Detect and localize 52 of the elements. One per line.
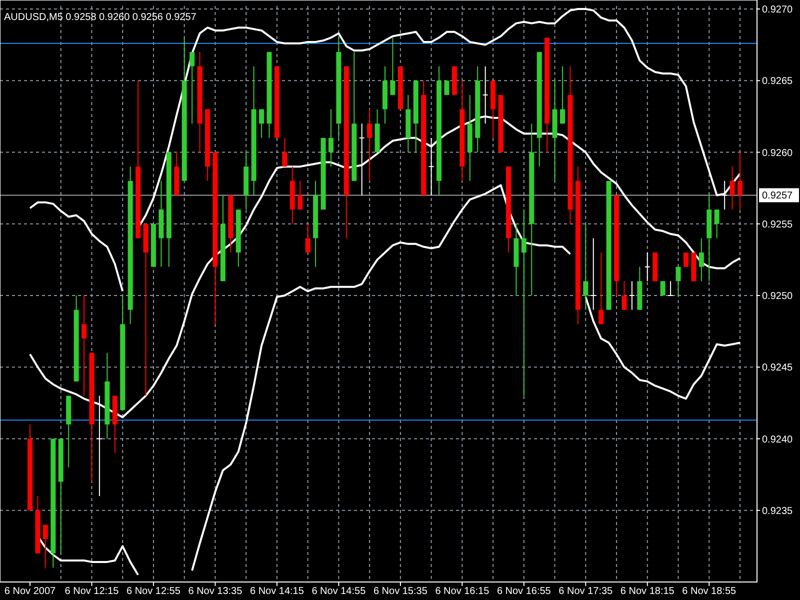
- x-tick-label: 6 Nov 18:15: [620, 586, 675, 597]
- x-tick-label: 6 Nov 16:15: [435, 586, 490, 597]
- candlestick: [668, 280, 674, 296]
- x-tick-label: 6 Nov 17:35: [558, 586, 614, 597]
- x-tick-label: 6 Nov 18:55: [682, 586, 737, 597]
- y-tick-label: 0.9245: [762, 362, 794, 374]
- candlestick: [714, 209, 720, 239]
- candlestick: [676, 266, 681, 296]
- candlestick: [622, 280, 627, 310]
- candlestick: [82, 295, 87, 396]
- candlestick: [444, 80, 450, 96]
- candlestick: [560, 66, 565, 124]
- y-tick-label: 0.9270: [762, 4, 794, 16]
- candlestick: [390, 37, 396, 96]
- candlestick: [259, 108, 264, 138]
- candlestick: [683, 252, 688, 268]
- candlestick: [521, 209, 526, 396]
- candlestick: [590, 238, 596, 310]
- candlestick: [282, 137, 288, 168]
- y-tick-label: 0.9260: [762, 148, 794, 159]
- candlestick: [698, 238, 704, 282]
- y-tick-label: 0.9250: [762, 291, 794, 302]
- y-tick-label: 0.9255: [762, 219, 794, 230]
- y-tick-label: 0.9265: [762, 76, 794, 88]
- y-tick-label: 0.9240: [762, 434, 794, 446]
- x-tick-label: 6 Nov 16:55: [496, 586, 552, 597]
- candlestick: [190, 51, 195, 124]
- candlestick: [738, 152, 742, 210]
- y-tick-label: 0.9235: [762, 506, 794, 517]
- candlestick: [367, 108, 372, 182]
- chart-title: AUDUSD,M5 0.9258 0.9260 0.9256 0.9257: [4, 12, 197, 23]
- x-tick-label: 6 Nov 15:35: [373, 586, 428, 597]
- candlestick: [328, 108, 334, 168]
- candlestick: [305, 223, 310, 254]
- candlestick: [660, 280, 666, 296]
- candlestick: [644, 252, 650, 282]
- x-tick-label: 6 Nov 13:35: [188, 586, 243, 597]
- x-tick-label: 6 Nov 12:55: [126, 586, 181, 597]
- candlestick: [598, 252, 604, 325]
- candlestick: [722, 180, 728, 210]
- candlestick: [298, 180, 303, 210]
- candlestick: [730, 166, 735, 210]
- candlestick: [428, 137, 434, 196]
- candlestick: [583, 223, 588, 310]
- candlestick: [358, 123, 365, 196]
- candlestick: [42, 524, 48, 568]
- x-tick-label: 6 Nov 14:55: [312, 586, 366, 597]
- candlestick: [628, 280, 635, 310]
- ref-line-label: 0.9257: [762, 190, 794, 202]
- x-tick-label: 6 Nov 2007: [4, 586, 56, 597]
- x-tick-label: 6 Nov 14:15: [250, 586, 304, 597]
- x-tick-label: 6 Nov 12:15: [64, 586, 120, 597]
